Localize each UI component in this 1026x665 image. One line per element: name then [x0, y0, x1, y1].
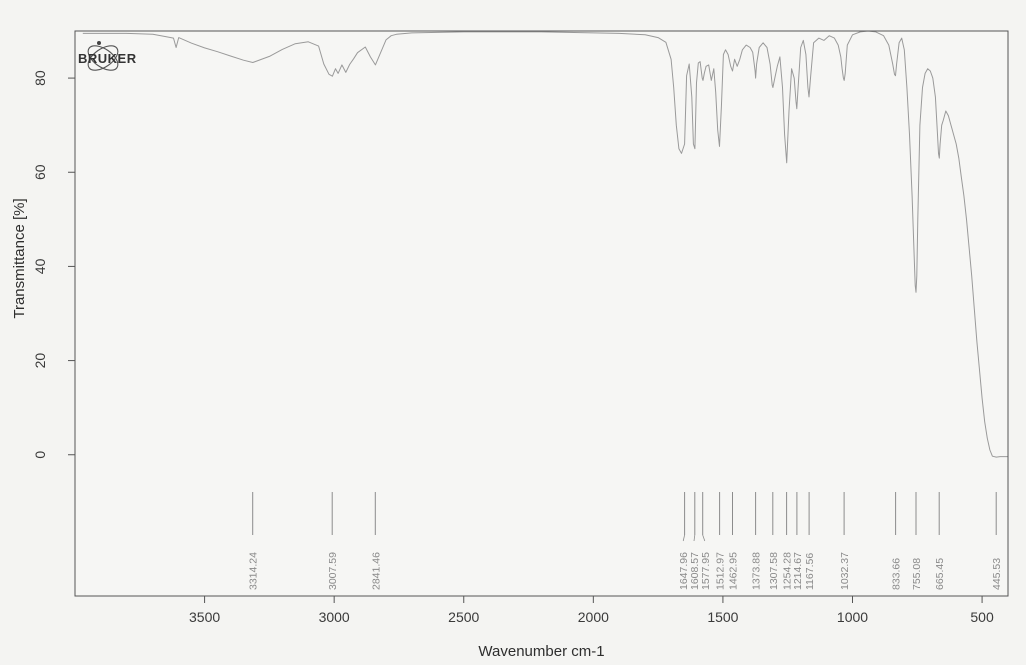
peak-label: 3007.59	[327, 552, 339, 590]
y-axis-title: Transmittance [%]	[11, 198, 28, 318]
peak-label: 833.66	[891, 558, 903, 590]
peak-label: 2841.46	[370, 552, 382, 590]
axes-layer: 3500 3000 2500 2000 1500 1000 500 0 20 40 60 80	[32, 70, 994, 625]
peak-label: 3314.24	[248, 552, 260, 590]
peak-label: 1167.56	[804, 553, 816, 590]
spectrum-series-layer	[82, 30, 1008, 458]
x-tick-label: 1500	[707, 609, 738, 625]
x-tick-label: 2000	[578, 609, 609, 625]
y-tick-label: 40	[32, 258, 48, 274]
peak-label: 1254.28	[781, 552, 793, 590]
peak-leader	[702, 534, 706, 542]
peak-label: 1032.37	[839, 552, 851, 590]
y-tick-label: 80	[32, 70, 48, 86]
peak-label: 1373.88	[751, 552, 763, 590]
peak-label: 1608.57	[689, 552, 701, 590]
x-tick-label: 2500	[448, 609, 479, 625]
peak-label: 1577.95	[700, 552, 712, 590]
peak-markers-layer: 3314.24 3007.59 2841.46 1647.961608.571577.…	[248, 492, 1003, 590]
plot-area	[75, 31, 1008, 596]
y-tick-label: 0	[32, 451, 48, 459]
peak-label: 445.53	[991, 558, 1003, 590]
logo-text: BRUKER	[78, 51, 137, 66]
peak-label: 1214.67	[792, 552, 804, 590]
peak-label: 665.45	[934, 558, 946, 590]
peak-leader	[693, 534, 696, 542]
y-tick-label: 60	[32, 164, 48, 180]
peak-leader	[682, 534, 685, 542]
x-tick-label: 3500	[189, 609, 220, 625]
x-tick-label: 3000	[319, 609, 350, 625]
plot-frame	[74, 30, 1009, 597]
x-axis-title: Wavenumber cm-1	[478, 643, 604, 660]
x-tick-label: 1000	[837, 609, 868, 625]
peak-label: 1647.96	[678, 552, 690, 590]
peak-label: 1462.95	[728, 552, 740, 590]
y-tick-label: 20	[32, 353, 48, 369]
x-tick-label: 500	[970, 609, 994, 625]
peak-label: 1512.97	[715, 552, 727, 590]
bruker-logo: BRUKER	[78, 41, 137, 71]
spectrum-line	[82, 30, 1008, 458]
peak-label: 755.08	[911, 558, 923, 590]
peak-label: 1307.58	[768, 552, 780, 590]
